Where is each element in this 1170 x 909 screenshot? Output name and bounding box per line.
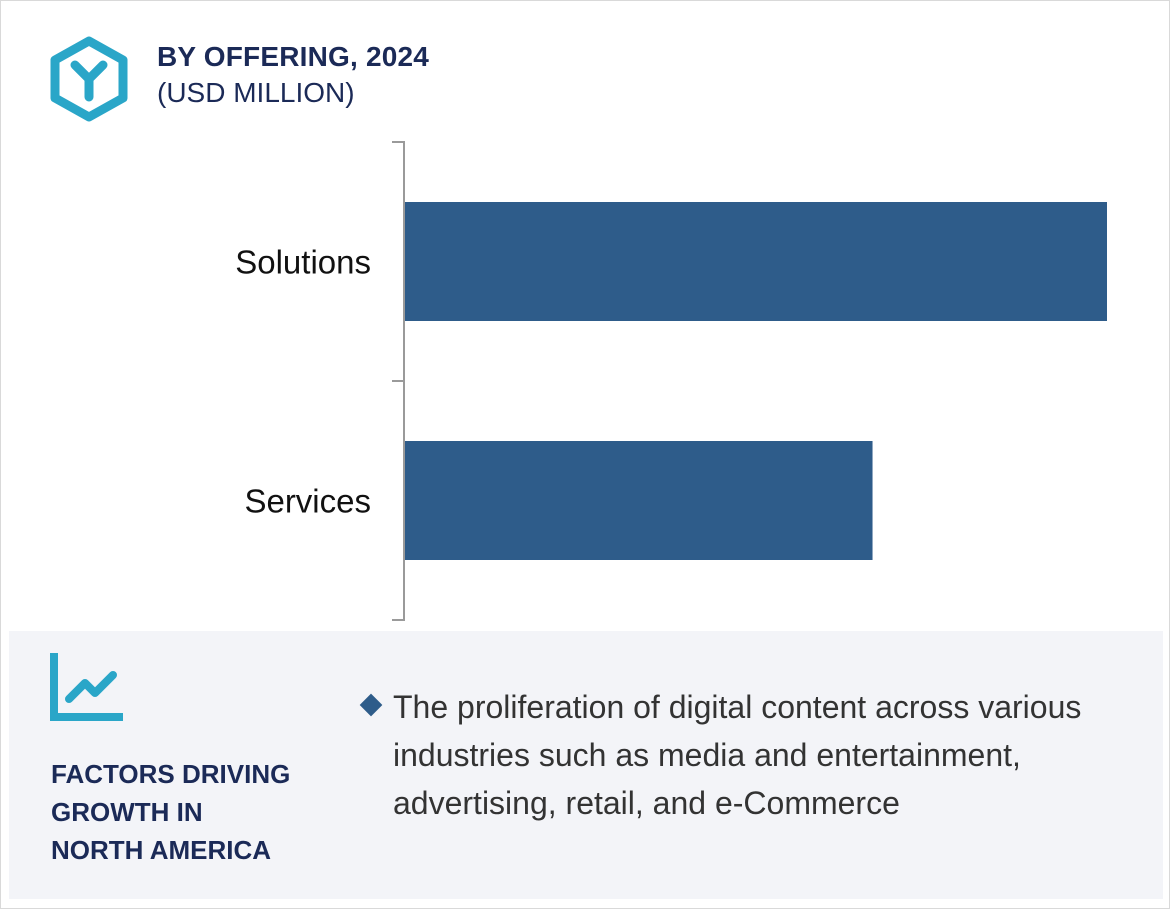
- category-label-services: Services: [244, 483, 371, 520]
- bar-services: [405, 441, 873, 560]
- chart-unit: (USD MILLION): [157, 77, 355, 108]
- factors-panel: FACTORS DRIVING GROWTH IN NORTH AMERICA …: [9, 631, 1163, 899]
- trend-chart-icon: [50, 653, 123, 721]
- category-label-solutions: Solutions: [235, 244, 371, 281]
- category-axis: [392, 141, 405, 621]
- bullet-diamond-icon: [359, 693, 383, 717]
- bar-chart: Solutions Services: [235, 141, 1107, 621]
- hexagon-y-icon: [50, 36, 128, 122]
- factors-title-line: NORTH AMERICA: [51, 835, 272, 865]
- chart-title: BY OFFERING, 2024: [157, 41, 430, 72]
- factors-title-line: GROWTH IN: [51, 797, 203, 827]
- factors-title-line: FACTORS DRIVING: [51, 759, 291, 789]
- factor-bullet-text: The proliferation of digital content acr…: [393, 689, 1082, 821]
- bar-solutions: [405, 202, 1107, 321]
- factors-title: FACTORS DRIVING GROWTH IN NORTH AMERICA: [51, 755, 331, 869]
